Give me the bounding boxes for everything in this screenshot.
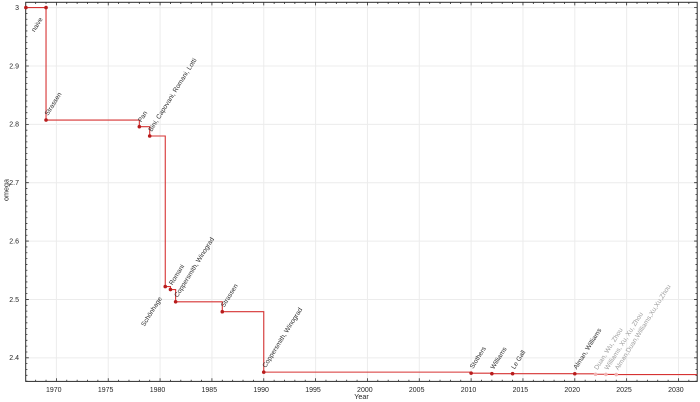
svg-text:2025: 2025 [616, 387, 632, 394]
svg-text:3: 3 [15, 5, 19, 12]
svg-text:2.9: 2.9 [9, 63, 19, 70]
svg-text:1985: 1985 [202, 387, 218, 394]
svg-text:2000: 2000 [357, 387, 373, 394]
svg-text:1995: 1995 [305, 387, 321, 394]
svg-text:2010: 2010 [461, 387, 477, 394]
svg-text:1975: 1975 [98, 387, 114, 394]
svg-text:2.6: 2.6 [9, 238, 19, 245]
svg-text:2015: 2015 [513, 387, 529, 394]
svg-text:1970: 1970 [46, 387, 62, 394]
svg-text:2.5: 2.5 [9, 297, 19, 304]
svg-text:1990: 1990 [253, 387, 269, 394]
svg-text:1980: 1980 [150, 387, 166, 394]
svg-text:2.7: 2.7 [9, 180, 19, 187]
svg-text:2020: 2020 [564, 387, 580, 394]
svg-text:2030: 2030 [668, 387, 684, 394]
svg-text:Year: Year [354, 392, 369, 401]
svg-text:2.4: 2.4 [9, 355, 19, 362]
svg-text:2005: 2005 [409, 387, 425, 394]
svg-text:omega: omega [1, 179, 10, 201]
svg-text:2.8: 2.8 [9, 122, 19, 129]
